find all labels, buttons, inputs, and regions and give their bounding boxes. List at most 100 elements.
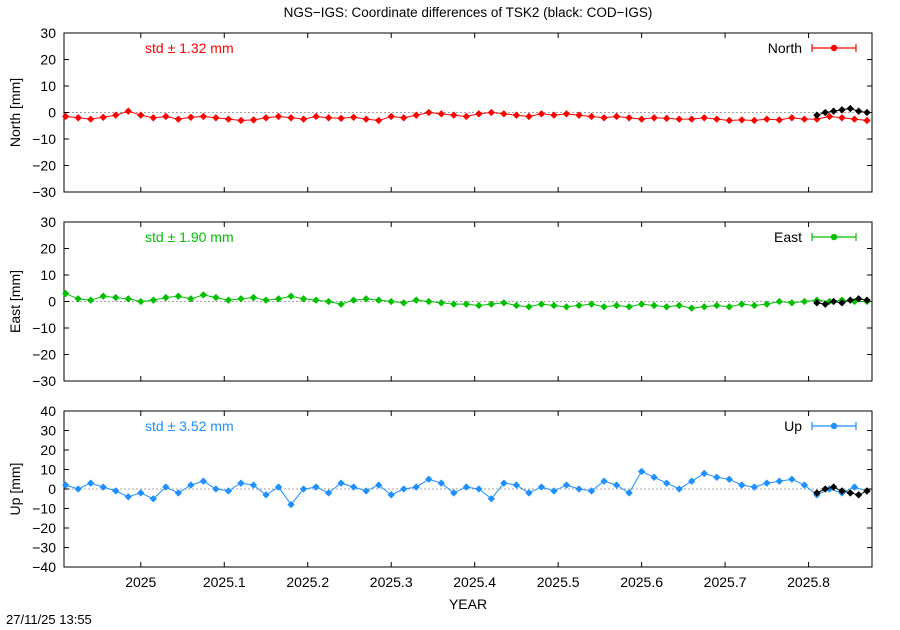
data-point (61, 112, 70, 121)
data-point (850, 483, 859, 491)
data-point (112, 293, 120, 302)
data-point (61, 481, 70, 489)
data-point (863, 116, 871, 125)
data-point (362, 295, 370, 303)
data-point (287, 114, 295, 122)
data-point (212, 114, 220, 122)
data-point (274, 483, 283, 491)
data-point (362, 115, 370, 123)
data-point (788, 114, 796, 122)
data-point (450, 300, 458, 308)
data-point (450, 489, 458, 497)
data-point (813, 111, 821, 119)
data-point (821, 300, 829, 308)
data-point (700, 114, 708, 122)
data-point (625, 114, 633, 122)
data-point (425, 297, 433, 306)
data-point (512, 301, 521, 310)
data-point (800, 481, 809, 489)
data-point (713, 301, 721, 310)
data-point (400, 299, 408, 307)
y-tick-label: −10 (32, 501, 56, 517)
data-point (262, 114, 270, 122)
data-point (212, 293, 220, 302)
timestamp: 27/11/25 13:55 (6, 612, 92, 627)
data-point (187, 113, 195, 121)
data-point (788, 299, 796, 307)
data-point (475, 301, 483, 310)
data-point (550, 487, 558, 495)
data-point (199, 477, 208, 485)
chart-title: NGS−IGS: Coordinate differences of TSK2 … (284, 5, 653, 20)
data-point (775, 477, 784, 485)
data-point (650, 301, 658, 310)
data-point (550, 111, 558, 119)
data-point (688, 115, 696, 123)
legend-label: North (768, 40, 802, 56)
legend-label: Up (784, 418, 802, 434)
x-tick-label: 2025 (125, 574, 156, 590)
y-tick-label: 0 (48, 294, 56, 310)
data-point (174, 115, 183, 123)
data-point (600, 477, 608, 485)
data-point (525, 489, 533, 497)
y-axis-label: East [mm] (7, 270, 23, 333)
data-point (375, 481, 383, 489)
data-point (612, 301, 621, 310)
data-point (337, 300, 345, 308)
x-tick-label: 2025.5 (537, 574, 580, 590)
main-series (61, 289, 871, 312)
data-point (525, 303, 533, 311)
data-point (412, 483, 420, 491)
data-point (124, 295, 132, 303)
data-point (224, 487, 233, 495)
y-tick-label: 30 (40, 423, 56, 439)
data-point (99, 292, 107, 300)
data-point (487, 108, 496, 117)
data-point (199, 112, 208, 121)
data-point (863, 108, 871, 117)
data-point (237, 116, 245, 125)
data-point (262, 491, 270, 499)
data-point (846, 296, 854, 304)
data-point (87, 479, 95, 487)
data-point (854, 491, 863, 499)
data-point (124, 107, 132, 115)
data-point (713, 115, 721, 123)
data-point (838, 487, 846, 495)
x-tick-label: 2025.1 (203, 574, 246, 590)
data-point (475, 485, 483, 493)
panel-north: 30 20 10 0 −10 −20 −30 North [mm] std ± 1.32 mm N… (7, 25, 873, 200)
legend-marker (830, 422, 838, 430)
data-point (174, 489, 183, 497)
data-point (124, 493, 132, 501)
data-point (87, 115, 95, 123)
data-point (162, 293, 170, 302)
data-point (725, 116, 733, 125)
data-point (800, 297, 809, 306)
data-point (662, 479, 671, 487)
data-point (675, 485, 683, 493)
data-point (375, 116, 383, 125)
data-point (829, 297, 838, 306)
y-tick-label: 10 (40, 462, 56, 478)
data-point (562, 303, 571, 311)
data-point (312, 483, 320, 491)
data-point (537, 300, 546, 308)
data-point (149, 495, 157, 503)
data-point (713, 473, 721, 481)
y-tick-label: 20 (40, 442, 56, 458)
data-point (99, 483, 107, 491)
data-point (562, 481, 571, 489)
data-point (863, 487, 871, 495)
data-point (688, 477, 696, 485)
data-point (821, 485, 829, 493)
data-point (662, 114, 671, 123)
data-point (525, 112, 533, 121)
data-point (224, 115, 233, 123)
data-point (738, 116, 746, 124)
data-point (274, 112, 283, 121)
data-point (537, 110, 546, 118)
data-point (612, 112, 621, 121)
